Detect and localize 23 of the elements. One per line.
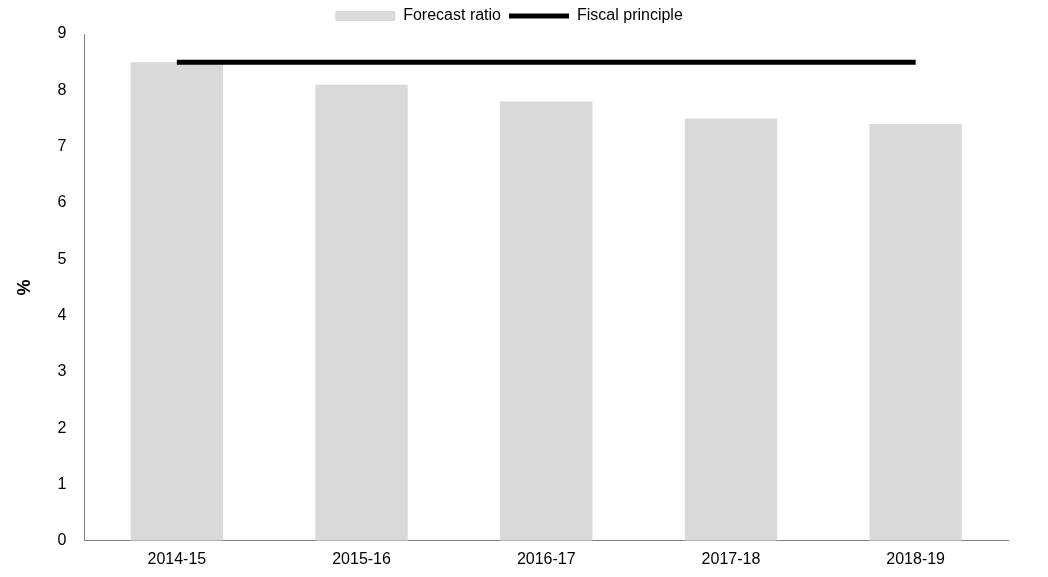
y-tick-label: 4 (57, 305, 67, 323)
y-tick-label: 0 (57, 531, 67, 549)
y-tick-label: 3 (57, 362, 67, 380)
bar (500, 101, 593, 541)
bar (684, 118, 778, 541)
bar (869, 124, 962, 541)
y-tick-label: 2 (57, 418, 67, 436)
x-tick-label: 2016-17 (516, 549, 576, 567)
y-tick-label: 7 (57, 137, 67, 155)
x-tick-label: 2017-18 (701, 549, 761, 567)
y-tick-label: 6 (57, 193, 67, 211)
x-tick-label: 2015-16 (332, 549, 392, 567)
y-tick-label: 5 (57, 249, 67, 267)
y-tick-label: 1 (57, 474, 67, 492)
bar (315, 84, 408, 541)
legend-label: Fiscal principle (577, 6, 683, 24)
bar (130, 62, 224, 541)
y-tick-label: 9 (57, 24, 67, 42)
legend-label: Forecast ratio (403, 6, 502, 24)
x-tick-label: 2014-15 (147, 549, 207, 567)
y-tick-label: 8 (57, 80, 67, 98)
x-tick-label: 2018-19 (886, 549, 946, 567)
y-axis-title: % (13, 279, 34, 296)
